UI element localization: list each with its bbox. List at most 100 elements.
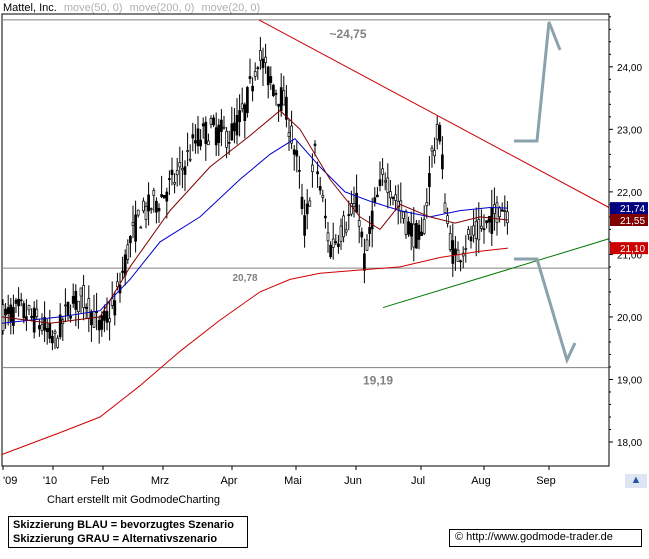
candle-body bbox=[6, 307, 10, 314]
scenario-arrow-down bbox=[514, 257, 577, 365]
candle-body bbox=[87, 298, 91, 320]
candle-body bbox=[464, 248, 468, 250]
candle-body bbox=[324, 215, 327, 219]
candle-body bbox=[313, 143, 317, 146]
candle-body bbox=[300, 196, 304, 209]
candle-body bbox=[438, 125, 442, 142]
candle-body bbox=[134, 214, 137, 242]
x-tick-label: '09 bbox=[3, 475, 17, 487]
candle-body bbox=[126, 244, 130, 260]
candle-body bbox=[152, 190, 156, 196]
candle-body bbox=[352, 203, 356, 208]
candle-body bbox=[344, 229, 348, 233]
candle-body bbox=[446, 215, 449, 224]
candle-body bbox=[204, 121, 208, 144]
candle-body bbox=[56, 337, 59, 348]
candle-body bbox=[482, 228, 486, 231]
candle-body bbox=[342, 215, 345, 238]
x-tick-label: Feb bbox=[91, 475, 110, 487]
candle-body bbox=[136, 209, 140, 216]
chart-tool-icon[interactable]: ▲ bbox=[625, 474, 647, 488]
legend-line-blue: Skizzierung BLAU = bevorzugtes Szenario bbox=[13, 519, 234, 531]
candle-body bbox=[500, 209, 504, 212]
candle-body bbox=[326, 232, 330, 242]
candle-body bbox=[116, 281, 119, 288]
candle-body bbox=[233, 122, 236, 132]
x-tick-label: Aug bbox=[471, 475, 491, 487]
candle-body bbox=[14, 299, 18, 304]
candle-body bbox=[308, 200, 312, 207]
candle-body bbox=[19, 299, 23, 302]
candle-body bbox=[256, 67, 260, 70]
candle-body bbox=[147, 194, 150, 212]
candle-body bbox=[311, 164, 314, 173]
price-badge bbox=[610, 242, 648, 255]
candle-body bbox=[295, 150, 299, 157]
candle-body bbox=[305, 203, 309, 215]
candle-body bbox=[45, 328, 49, 333]
x-tick-label: Apr bbox=[220, 475, 237, 487]
candle-body bbox=[248, 76, 252, 79]
candle-body bbox=[269, 76, 273, 83]
price-badge-label: 21,74 bbox=[620, 204, 645, 215]
candle-body bbox=[227, 141, 231, 144]
candle-body bbox=[415, 222, 418, 249]
candle-body bbox=[149, 208, 153, 211]
candle-body bbox=[191, 134, 195, 139]
candle-body bbox=[66, 301, 70, 317]
candle-body bbox=[339, 225, 343, 242]
candle-body bbox=[243, 104, 247, 121]
price-badge-label: 21,55 bbox=[620, 216, 645, 227]
candle-body bbox=[368, 227, 371, 234]
y-tick-label: 18,00 bbox=[617, 438, 642, 449]
candle-body bbox=[402, 211, 405, 219]
copyright-box[interactable]: © http://www.godmode-trader.de bbox=[449, 529, 642, 547]
candle-body bbox=[165, 191, 169, 202]
candle-body bbox=[168, 178, 171, 180]
y-tick-label: 19,00 bbox=[617, 375, 642, 386]
candle-body bbox=[144, 205, 148, 220]
candle-body bbox=[69, 315, 72, 319]
candle-body bbox=[409, 222, 413, 237]
y-tick-label: 24,00 bbox=[617, 63, 642, 74]
candle-body bbox=[186, 150, 189, 152]
candle-body bbox=[472, 225, 475, 236]
candle-body bbox=[64, 304, 67, 307]
y-tick-label: 22,00 bbox=[617, 188, 642, 199]
resistance-trendline bbox=[258, 19, 610, 208]
candle-body bbox=[337, 243, 340, 248]
x-tick-label: Sep bbox=[536, 475, 556, 487]
price-badge-label: 21,10 bbox=[620, 244, 645, 255]
candle-body bbox=[71, 295, 75, 304]
candle-body bbox=[282, 90, 286, 106]
candle-body bbox=[503, 210, 507, 212]
x-tick-label: '10 bbox=[43, 475, 57, 487]
candle-body bbox=[230, 123, 234, 141]
candle-body bbox=[331, 238, 335, 248]
candle-body bbox=[253, 71, 257, 77]
candle-body bbox=[469, 236, 473, 242]
ma200-line bbox=[1, 247, 509, 455]
candle-body bbox=[383, 180, 387, 183]
candle-body bbox=[183, 166, 187, 175]
candle-body bbox=[506, 211, 509, 224]
candle-body bbox=[40, 324, 44, 331]
candle-body bbox=[121, 270, 124, 273]
candle-body bbox=[493, 204, 496, 214]
candle-body bbox=[129, 236, 132, 244]
candle-body bbox=[370, 210, 374, 230]
candle-body bbox=[422, 218, 426, 234]
stock-chart: ~24,75 20,78 19,19 18,00 19,00 20,00 21,00 22,0… bbox=[1, 13, 648, 487]
candle-body bbox=[285, 96, 288, 120]
candle-body bbox=[386, 177, 390, 193]
candle-body bbox=[394, 194, 397, 201]
candle-body bbox=[235, 114, 239, 136]
candle-body bbox=[264, 56, 267, 63]
candle-body bbox=[485, 220, 488, 224]
candle-body bbox=[220, 119, 223, 132]
candle-body bbox=[399, 200, 403, 212]
candle-body bbox=[272, 84, 275, 96]
candle-body bbox=[376, 194, 379, 198]
chart-header: Mattel, Inc. move(50, 0) move(200, 0) mo… bbox=[3, 2, 260, 14]
candle-body bbox=[316, 171, 319, 175]
